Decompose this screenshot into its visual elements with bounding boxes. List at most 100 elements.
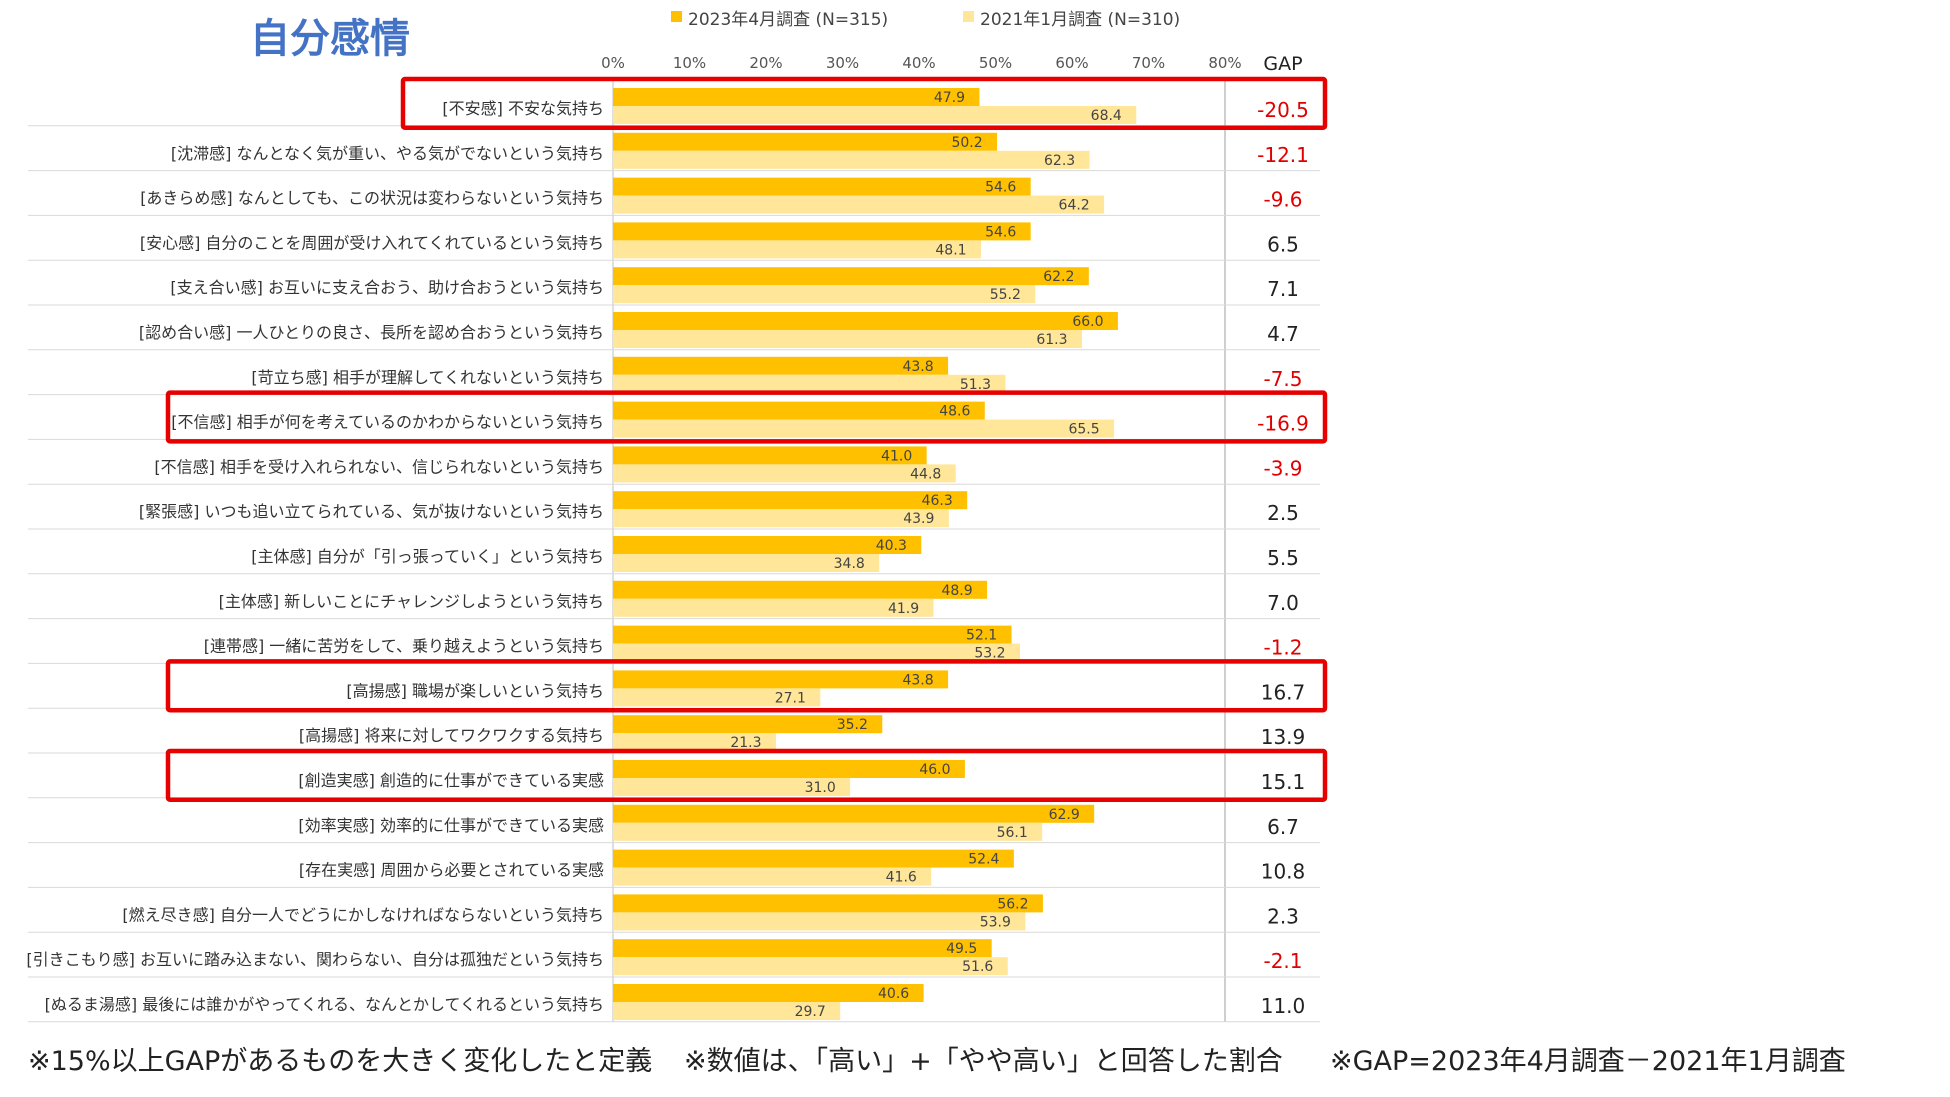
- chart-row: [ぬるま湯感] 最後には誰かがやってくれる、なんとかしてくれるという気持ち 40.…: [28, 984, 1320, 1023]
- data-label-2021: 27.1: [775, 690, 806, 706]
- bar-2021: [613, 419, 1115, 438]
- data-label-2021: 44.8: [910, 466, 941, 482]
- data-label-2023: 49.5: [946, 941, 977, 957]
- data-label-2023: 35.2: [837, 717, 868, 733]
- gap-value: 7.0: [1267, 591, 1299, 615]
- chart-row: [創造実感] 創造的に仕事ができている実感 46.0 31.0 15.1: [28, 760, 1320, 799]
- chart-row: [燃え尽き感] 自分一人でどうにかしなければならないという気持ち 56.2 53.9…: [28, 894, 1320, 933]
- data-label-2021: 61.3: [1036, 332, 1067, 348]
- data-label-2023: 52.4: [968, 852, 999, 868]
- bar-2023: [613, 177, 1031, 196]
- chart-row: [引きこもり感] お互いに踏み込まない、関わらない、自分は孤独だという気持ち 49…: [26, 939, 1320, 978]
- data-label-2021: 56.1: [997, 825, 1028, 841]
- x-tick-label: 70%: [1132, 54, 1165, 72]
- chart-row: [不信感] 相手を受け入れられない、信じられないという気持ち 41.0 44.8 -3…: [28, 446, 1320, 485]
- category-label: [燃え尽き感] 自分一人でどうにかしなければならないという気持ち: [122, 905, 604, 924]
- gap-value: 6.7: [1267, 815, 1299, 839]
- data-label-2021: 41.6: [886, 870, 917, 886]
- gap-value: -2.1: [1263, 949, 1302, 973]
- highlight-box: [165, 390, 1328, 444]
- bar-2023: [613, 446, 927, 465]
- chart-row: [主体感] 新しいことにチャレンジしようという気持ち 48.9 41.9 7.0: [28, 580, 1320, 620]
- data-label-2023: 52.1: [966, 628, 997, 644]
- category-label: [苛立ち感] 相手が理解してくれないという気持ち: [251, 368, 604, 387]
- gap-value: 16.7: [1261, 680, 1306, 704]
- data-label-2021: 53.2: [974, 646, 1005, 662]
- chart-row: [あきらめ感] なんとしても、この状況は変わらないという気持ち 54.6 64.2 -…: [28, 177, 1320, 216]
- highlight-box: [165, 659, 1328, 713]
- gap-value: 11.0: [1261, 994, 1306, 1018]
- category-label: [主体感] 自分が「引っ張っていく」という気持ち: [251, 547, 604, 566]
- category-label: [引きこもり感] お互いに踏み込まない、関わらない、自分は孤独だという気持ち: [26, 950, 604, 969]
- bar-2023: [613, 312, 1118, 330]
- gap-value: -7.5: [1263, 367, 1302, 391]
- bar-2021: [613, 106, 1137, 124]
- gap-value: -9.6: [1263, 188, 1302, 212]
- category-label: [存在実感] 周囲から必要とされている実感: [299, 861, 604, 880]
- x-tick-label: 40%: [902, 54, 935, 72]
- bar-2023: [613, 580, 988, 599]
- bar-2021: [613, 957, 1008, 976]
- highlight-box: [165, 748, 1328, 803]
- data-label-2023: 47.9: [934, 90, 965, 106]
- data-label-2023: 46.3: [922, 493, 953, 509]
- category-label: [効率実感] 効率的に仕事ができている実感: [298, 816, 604, 835]
- footnote-gap-formula: ※GAP=2023年4月調査－2021年1月調査: [1330, 1046, 1846, 1077]
- chart-row: [沈滞感] なんとなく気が重い、やる気がでないという気持ち 50.2 62.3 -12…: [28, 132, 1320, 172]
- category-label: [連帯感] 一緒に苦労をして、乗り越えようという気持ち: [204, 637, 604, 656]
- legend-label-2023: 2023年4月調査 (N=315): [688, 10, 888, 30]
- data-label-2023: 41.0: [881, 448, 912, 464]
- bar-2021: [613, 1002, 841, 1020]
- data-label-2021: 21.3: [730, 735, 761, 751]
- data-label-2023: 40.6: [878, 986, 909, 1002]
- x-tick-label: 0%: [601, 54, 625, 72]
- chart-row: [安心感] 自分のことを周囲が受け入れてくれているという気持ち 54.6 48.1 6…: [28, 222, 1320, 261]
- footnotes: ※15%以上GAPがあるものを大きく変化したと定義 ※数値は、「高い」+「やや高…: [28, 1046, 1846, 1077]
- chart-title: 自分感情: [250, 16, 410, 62]
- category-label: [認め合い感] 一人ひとりの良さ、長所を認め合おうという気持ち: [139, 323, 604, 342]
- bar-2023: [613, 88, 980, 106]
- data-label-2021: 51.3: [960, 377, 991, 393]
- chart-row: [高揚感] 将来に対してワクワクする気持ち 35.2 21.3 13.9: [28, 715, 1320, 754]
- bar-2023: [613, 939, 992, 958]
- category-label: [沈滞感] なんとなく気が重い、やる気がでないという気持ち: [171, 144, 604, 163]
- bar-2023: [613, 849, 1014, 868]
- bar-2021: [613, 912, 1026, 931]
- data-label-2023: 48.9: [941, 583, 972, 599]
- data-label-2021: 62.3: [1044, 153, 1075, 169]
- data-label-2021: 55.2: [990, 287, 1021, 303]
- data-label-2021: 43.9: [903, 511, 934, 527]
- bar-2023: [613, 984, 924, 1002]
- bar-2023: [613, 401, 985, 420]
- gap-value: -1.2: [1263, 636, 1302, 660]
- bar-2023: [613, 625, 1012, 644]
- category-label: [不信感] 相手を受け入れられない、信じられないという気持ち: [154, 457, 604, 476]
- highlight-box: [400, 76, 1328, 131]
- bar-2021: [613, 867, 932, 886]
- bar-2021: [613, 778, 851, 796]
- bar-2021: [613, 733, 776, 752]
- bar-2021: [613, 554, 880, 572]
- gap-value: -16.9: [1257, 412, 1309, 436]
- x-tick-label: 80%: [1208, 54, 1241, 72]
- data-label-2023: 56.2: [997, 896, 1028, 912]
- bar-2021: [613, 598, 934, 617]
- bar-2023: [613, 132, 998, 151]
- chart-row: [存在実感] 周囲から必要とされている実感 52.4 41.6 10.8: [28, 849, 1320, 888]
- x-tick-label: 20%: [749, 54, 782, 72]
- category-label: [高揚感] 将来に対してワクワクする気持ち: [299, 726, 604, 745]
- data-label-2021: 48.1: [935, 242, 966, 258]
- footnote-definition: ※15%以上GAPがあるものを大きく変化したと定義: [28, 1046, 652, 1077]
- data-label-2021: 64.2: [1059, 198, 1090, 214]
- category-label: [あきらめ感] なんとしても、この状況は変わらないという気持ち: [140, 189, 604, 208]
- bar-2021: [613, 688, 821, 707]
- x-tick-label: 60%: [1055, 54, 1088, 72]
- gap-value: 10.8: [1261, 860, 1306, 884]
- data-label-2023: 43.8: [902, 359, 933, 375]
- chart-row: [効率実感] 効率的に仕事ができている実感 62.9 56.1 6.7: [28, 804, 1320, 844]
- bar-2021: [613, 822, 1043, 841]
- chart-row: [支え合い感] お互いに支え合おう、助け合おうという気持ち 62.2 55.2 7.1: [28, 267, 1320, 306]
- bar-2021: [613, 240, 981, 259]
- gap-value: 5.5: [1267, 546, 1299, 570]
